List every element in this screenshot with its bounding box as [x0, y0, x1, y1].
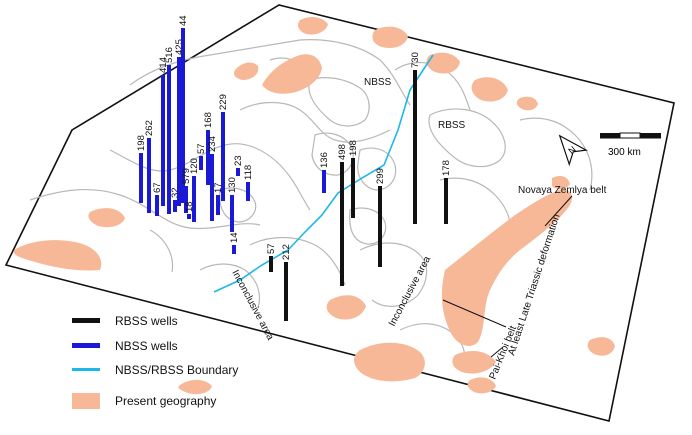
rbss-well-label-198: 198 [348, 140, 359, 156]
nbss-well-198 [139, 153, 143, 203]
nbss-well-label-17: 17 [213, 182, 224, 193]
nbss-well-118 [246, 182, 250, 201]
rbss-well-498 [340, 162, 344, 286]
novaya-zemlya-label: Novaya Zemlya belt [518, 185, 607, 196]
nbss-well-23 [236, 168, 240, 176]
nbss-well-label-579: 579 [181, 168, 192, 184]
nbss-well-516 [167, 65, 171, 214]
rbss-wells: 57 212 498 198 299 730 178 [266, 52, 452, 321]
nbss-well-label-516: 516 [164, 47, 175, 63]
scale-bar-label: 300 km [608, 147, 641, 158]
nbss-well-label-198: 198 [136, 135, 147, 151]
legend: RBSS wells NBSS wells NBSS/RBSS Boundary… [72, 314, 238, 409]
nbss-well-label-118: 118 [243, 165, 254, 180]
nbss-well-label-44: 44 [178, 15, 189, 26]
nbss-well-label-425: 425 [174, 39, 185, 55]
nbss-well-label-18: 18 [184, 201, 195, 212]
rbss-well-730 [413, 70, 417, 224]
rbss-well-label-57: 57 [266, 243, 277, 254]
scale-bar-seg-1 [600, 133, 620, 138]
rbss-well-57 [269, 256, 273, 272]
north-arrow: N [558, 134, 589, 167]
rbss-well-label-498: 498 [337, 144, 348, 160]
nbss-well-17 [216, 195, 220, 215]
novaya-zemlya-leader [544, 195, 573, 227]
nbss-well-229 [221, 112, 225, 201]
legend-swatch-geography [72, 393, 100, 409]
scale-bar-seg-2 [619, 132, 641, 139]
nbss-well-57 [199, 156, 203, 170]
pai-khoi-leader [490, 346, 504, 358]
nbss-well-579 [184, 186, 188, 213]
legend-label-boundary: NBSS/RBSS Boundary [115, 363, 238, 377]
nbss-well-label-23: 23 [233, 155, 244, 166]
nbss-well-234 [210, 154, 214, 221]
nbss-well-label-120: 120 [189, 158, 200, 174]
nbss-well-label-67: 67 [152, 182, 163, 193]
rbss-well-label-299: 299 [375, 168, 386, 184]
rbss-well-label-178: 178 [441, 160, 452, 176]
rbss-well-299 [378, 186, 382, 267]
rbss-well-label-212: 212 [281, 244, 292, 260]
legend-swatch-nbss [72, 343, 100, 348]
nbss-well-425 [177, 57, 181, 206]
nbss-well-label-234: 234 [207, 136, 218, 152]
present-geography [13, 16, 615, 395]
nbss-well-label-168: 168 [203, 112, 214, 128]
nbss-well-label-14: 14 [229, 232, 240, 243]
legend-swatch-rbss [72, 318, 100, 323]
nbss-well-44 [181, 28, 185, 203]
nbss-well-32 [173, 200, 177, 212]
legend-label-geography: Present geography [115, 394, 216, 408]
nbss-well-120 [192, 176, 196, 222]
rbss-region-label: RBSS [438, 120, 466, 131]
nbss-well-14 [232, 245, 236, 254]
nbss-well-label-229: 229 [218, 94, 229, 110]
legend-swatch-boundary [72, 368, 100, 371]
scale-bar-seg-3 [640, 133, 661, 138]
rbss-well-178 [444, 178, 448, 224]
nbss-well-label-136: 136 [319, 152, 330, 168]
nbss-well-130 [230, 195, 234, 232]
legend-label-rbss: RBSS wells [115, 314, 178, 328]
north-arrow-shape [558, 134, 589, 167]
late-triassic-leader [442, 299, 507, 328]
nbss-well-label-130: 130 [227, 177, 238, 193]
nbss-well-label-57: 57 [196, 143, 207, 154]
rbss-well-label-730: 730 [410, 52, 421, 68]
nbss-well-136 [322, 170, 326, 193]
scale-bar: 300 km [600, 132, 661, 158]
nbss-well-18 [187, 214, 191, 219]
nbss-well-262 [147, 138, 151, 213]
legend-label-nbss: NBSS wells [115, 339, 178, 353]
nbss-well-67 [155, 195, 159, 216]
nbss-well-168 [206, 130, 210, 185]
nbss-well-414 [161, 75, 165, 206]
rbss-well-212 [284, 262, 288, 321]
nbss-well-label-414: 414 [158, 57, 169, 73]
rbss-well-198 [351, 158, 355, 218]
nbss-well-label-32: 32 [170, 187, 181, 198]
nbss-region-label: NBSS [364, 77, 392, 88]
nbss-well-label-262: 262 [144, 120, 155, 136]
north-arrow-label: N [566, 144, 577, 156]
nbss-rbss-boundary [213, 54, 434, 293]
